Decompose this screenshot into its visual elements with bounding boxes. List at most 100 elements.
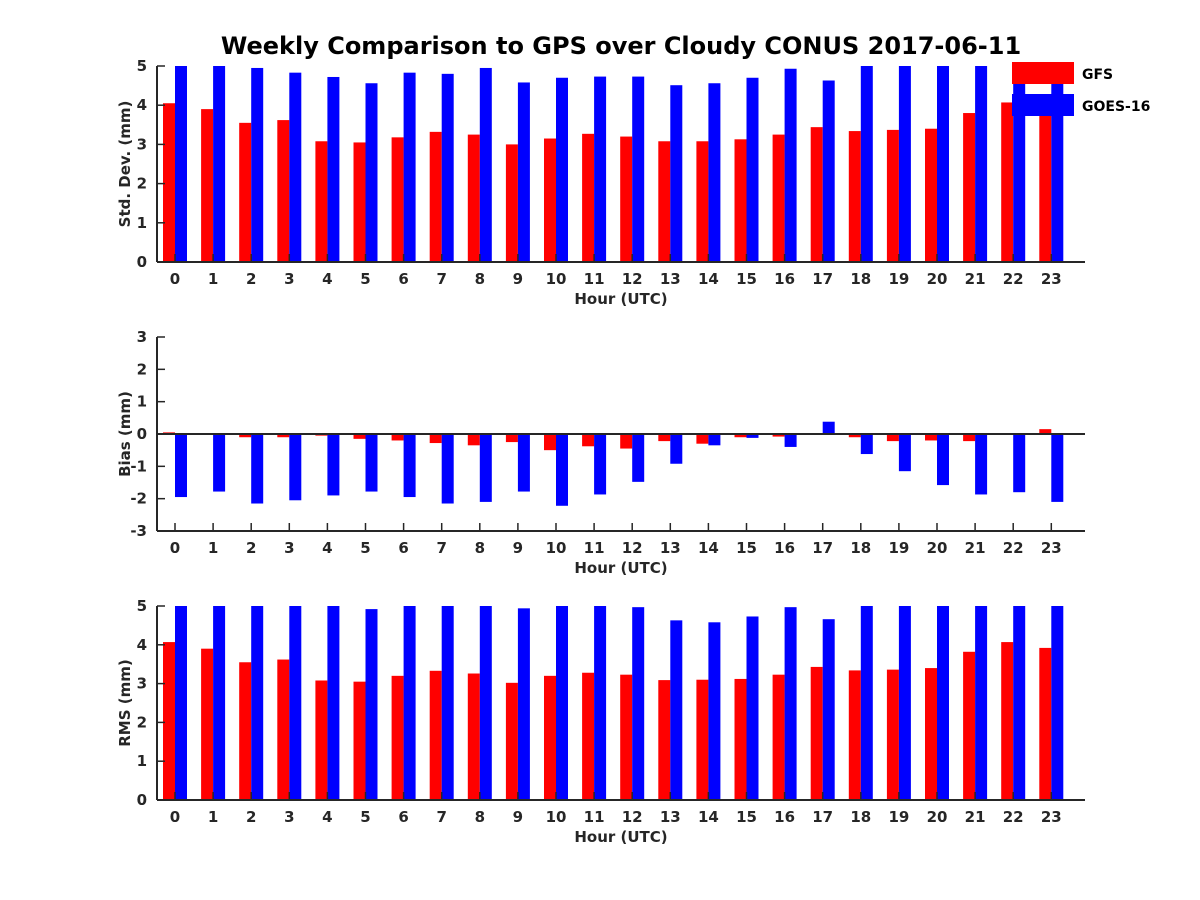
y-axis-label: Std. Dev. (mm) (116, 101, 134, 228)
bar-gfs-3 (277, 659, 290, 800)
bar-goes-16-22 (1013, 606, 1026, 800)
bar-goes-16-1 (213, 434, 226, 492)
x-tick-label: 6 (398, 270, 408, 288)
y-tick-label: 5 (137, 597, 147, 615)
bar-gfs-6 (391, 137, 404, 262)
bar-goes-16-20 (937, 606, 949, 800)
bar-gfs-2 (239, 434, 252, 438)
y-axis-label: RMS (mm) (116, 659, 134, 746)
bar-gfs-7 (429, 131, 442, 262)
bar-goes-16-23 (1051, 606, 1064, 800)
bar-goes-16-11 (594, 76, 607, 262)
bar-goes-16-23 (1051, 434, 1064, 502)
x-tick-label: 2 (246, 808, 256, 826)
legend-label-gfs: GFS (1082, 67, 1113, 83)
bar-gfs-22 (1001, 642, 1014, 800)
x-tick-label: 18 (850, 808, 871, 826)
y-tick-label: 4 (137, 636, 147, 654)
bar-gfs-12 (620, 674, 633, 800)
x-tick-label: 1 (208, 270, 218, 288)
bar-goes-16-17 (822, 80, 835, 262)
x-tick-label: 10 (546, 539, 567, 557)
y-tick-label: 3 (137, 135, 147, 153)
bar-gfs-14 (696, 679, 709, 800)
x-tick-label: 4 (322, 539, 332, 557)
bar-goes-16-15 (746, 77, 759, 262)
bar-goes-16-14 (708, 83, 721, 262)
bar-gfs-2 (239, 662, 252, 800)
bar-goes-16-2 (251, 606, 264, 800)
chart-title: Weekly Comparison to GPS over Cloudy CON… (221, 32, 1021, 60)
bar-gfs-18 (848, 131, 861, 262)
bar-goes-16-12 (632, 434, 645, 482)
bar-goes-16-21 (975, 66, 988, 262)
bar-goes-16-6 (403, 606, 416, 800)
bar-goes-16-17 (822, 619, 835, 800)
bar-goes-16-11 (594, 434, 607, 495)
x-tick-label: 0 (170, 270, 180, 288)
x-tick-label: 7 (436, 808, 446, 826)
bar-gfs-5 (353, 681, 366, 800)
x-tick-label: 17 (812, 270, 833, 288)
bar-gfs-12 (620, 434, 633, 449)
bar-goes-16-4 (327, 606, 340, 800)
bar-gfs-5 (353, 142, 366, 262)
x-tick-label: 5 (360, 539, 370, 557)
x-tick-label: 0 (170, 808, 180, 826)
x-tick-label: 14 (698, 539, 719, 557)
bar-gfs-1 (201, 648, 214, 800)
x-tick-label: 16 (774, 808, 795, 826)
bar-gfs-9 (505, 144, 518, 262)
x-tick-label: 5 (360, 808, 370, 826)
bar-goes-16-8 (479, 67, 492, 263)
x-tick-label: 2 (246, 270, 256, 288)
bar-gfs-9 (505, 682, 518, 800)
bar-gfs-18 (848, 434, 861, 438)
y-tick-label: 5 (137, 57, 147, 75)
bar-gfs-20 (925, 668, 937, 800)
bar-gfs-19 (886, 434, 899, 442)
y-tick-label: 0 (137, 253, 147, 271)
x-tick-label: 7 (436, 270, 446, 288)
bar-gfs-8 (467, 134, 480, 262)
bar-gfs-16 (772, 134, 785, 262)
x-tick-label: 16 (774, 539, 795, 557)
bar-gfs-21 (963, 113, 976, 262)
x-tick-label: 7 (436, 539, 446, 557)
x-tick-label: 11 (584, 539, 605, 557)
bar-goes-16-5 (365, 434, 378, 492)
x-tick-label: 12 (622, 539, 643, 557)
bar-gfs-21 (963, 651, 976, 800)
legend-label-goes-16: GOES-16 (1082, 99, 1150, 115)
x-tick-label: 5 (360, 270, 370, 288)
x-tick-label: 9 (513, 808, 523, 826)
x-tick-label: 12 (622, 808, 643, 826)
bar-gfs-10 (544, 138, 556, 262)
y-tick-label: 1 (137, 214, 147, 232)
bar-goes-16-0 (175, 434, 187, 498)
bar-goes-16-9 (517, 608, 530, 800)
bar-goes-16-3 (289, 72, 302, 262)
bar-goes-16-16 (784, 607, 797, 800)
bar-gfs-16 (772, 434, 785, 437)
x-tick-label: 8 (475, 539, 485, 557)
bar-goes-16-9 (517, 434, 530, 492)
x-axis-label: Hour (UTC) (574, 559, 667, 577)
bar-gfs-14 (696, 434, 709, 444)
bar-gfs-19 (886, 669, 899, 800)
bar-goes-16-18 (860, 606, 873, 800)
bar-goes-16-15 (746, 616, 759, 800)
bar-gfs-21 (963, 434, 976, 442)
y-tick-label: 4 (137, 96, 147, 114)
bar-gfs-15 (734, 434, 747, 438)
bar-gfs-15 (734, 678, 747, 800)
bar-gfs-3 (277, 120, 290, 262)
x-tick-label: 18 (850, 539, 871, 557)
x-tick-label: 23 (1041, 808, 1062, 826)
bar-goes-16-16 (784, 68, 797, 262)
bar-goes-16-19 (898, 66, 911, 262)
x-tick-label: 10 (546, 270, 567, 288)
bar-gfs-17 (810, 127, 823, 262)
